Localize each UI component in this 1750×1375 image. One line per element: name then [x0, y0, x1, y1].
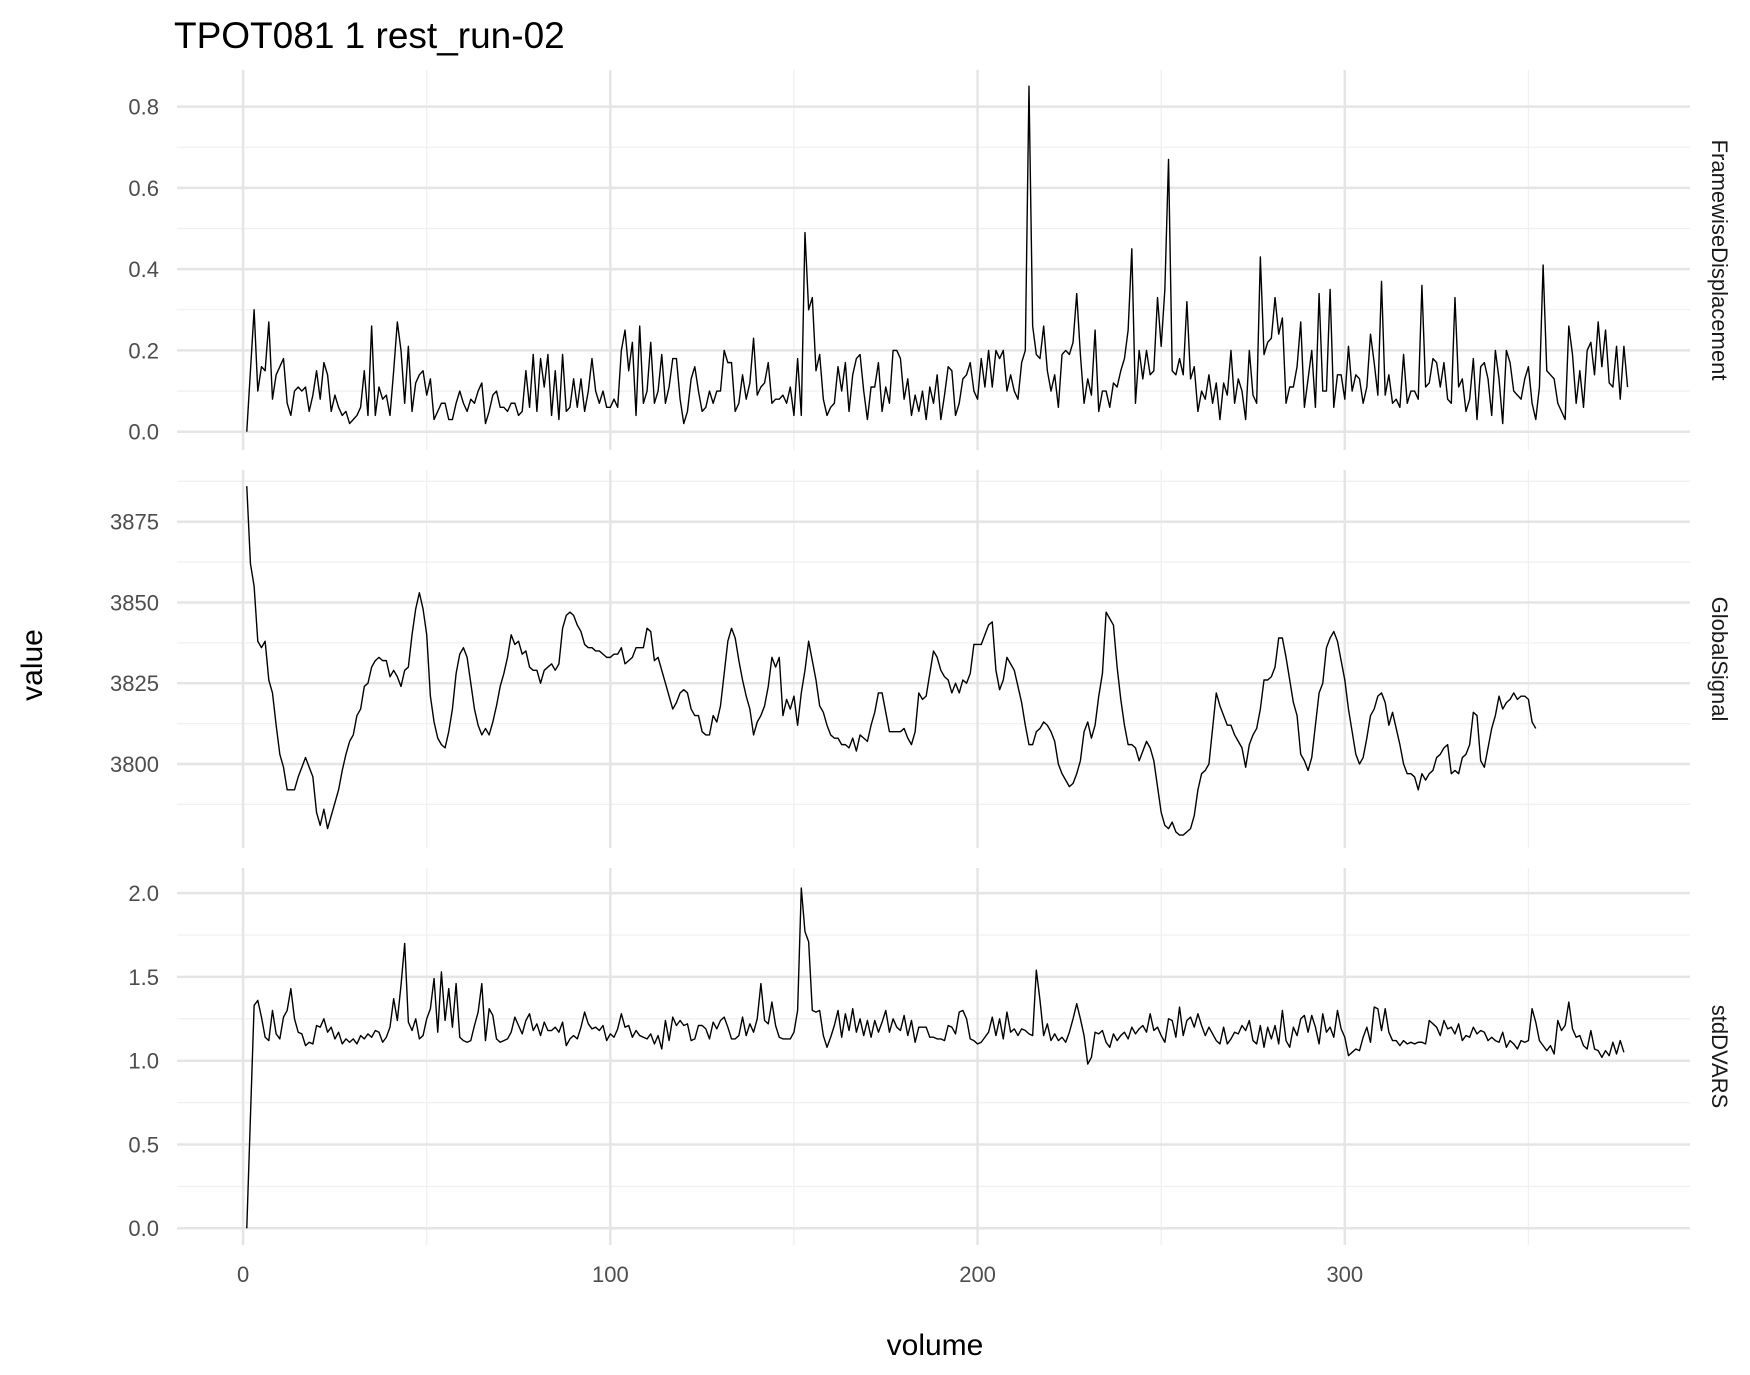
y-tick-label: 2.0	[128, 881, 159, 906]
y-tick-label: 3875	[110, 510, 159, 535]
chart-title: TPOT081 1 rest_run-02	[174, 15, 565, 56]
panel-FramewiseDisplacement: 0.0 0.2 0.4 0.6 0.8 FramewiseDisplacement	[128, 70, 1732, 450]
y-tick-label: 0.8	[128, 95, 159, 120]
y-tick-label: 1.0	[128, 1049, 159, 1074]
y-axis-title: value	[16, 629, 49, 701]
x-tick-label: 100	[592, 1262, 629, 1287]
y-tick-label: 0.0	[128, 1216, 159, 1241]
y-tick-label: 0.5	[128, 1132, 159, 1157]
y-tick-label: 0.0	[128, 420, 159, 445]
facet-strip-label: stdDVARS	[1707, 1005, 1732, 1109]
x-tick-label: 300	[1326, 1262, 1363, 1287]
series-line-GlobalSignal	[246, 486, 1537, 836]
facet-strip-label: FramewiseDisplacement	[1707, 140, 1732, 381]
y-tick-label: 3825	[110, 671, 159, 696]
x-tick-label: 200	[959, 1262, 996, 1287]
facet-strip-label: GlobalSignal	[1707, 597, 1732, 722]
panel-GlobalSignal: 3800 3825 3850 3875 GlobalSignal	[110, 470, 1732, 848]
y-tick-label: 3850	[110, 590, 159, 615]
y-tick-label: 1.5	[128, 965, 159, 990]
x-axis-title: volume	[887, 1329, 984, 1362]
series-line-stdDVARS	[246, 887, 1625, 1229]
x-tick-label: 0	[237, 1262, 249, 1287]
x-axis: 0 100 200 300	[237, 1262, 1363, 1287]
panel-stdDVARS: 0.0 0.5 1.0 1.5 2.0 stdDVARS	[128, 868, 1732, 1245]
y-tick-label: 0.2	[128, 338, 159, 363]
y-tick-label: 0.4	[128, 257, 159, 282]
y-tick-label: 3800	[110, 752, 159, 777]
chart-panels: 0.0 0.2 0.4 0.6 0.8 FramewiseDisplacement 3800…	[110, 70, 1732, 1245]
series-line-FramewiseDisplacement	[246, 85, 1629, 432]
y-tick-label: 0.6	[128, 176, 159, 201]
